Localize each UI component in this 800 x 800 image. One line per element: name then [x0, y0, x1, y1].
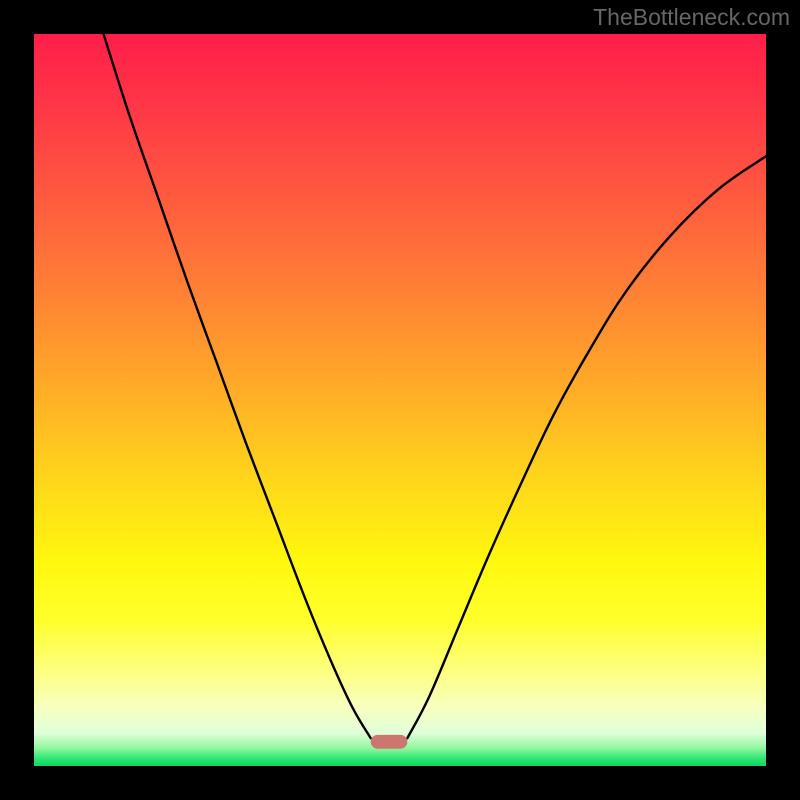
- bottleneck-marker: [371, 735, 408, 749]
- gradient-plot-area: [34, 34, 766, 766]
- watermark-text: TheBottleneck.com: [593, 4, 790, 31]
- chart-container: TheBottleneck.com: [0, 0, 800, 800]
- chart-svg: [0, 0, 800, 800]
